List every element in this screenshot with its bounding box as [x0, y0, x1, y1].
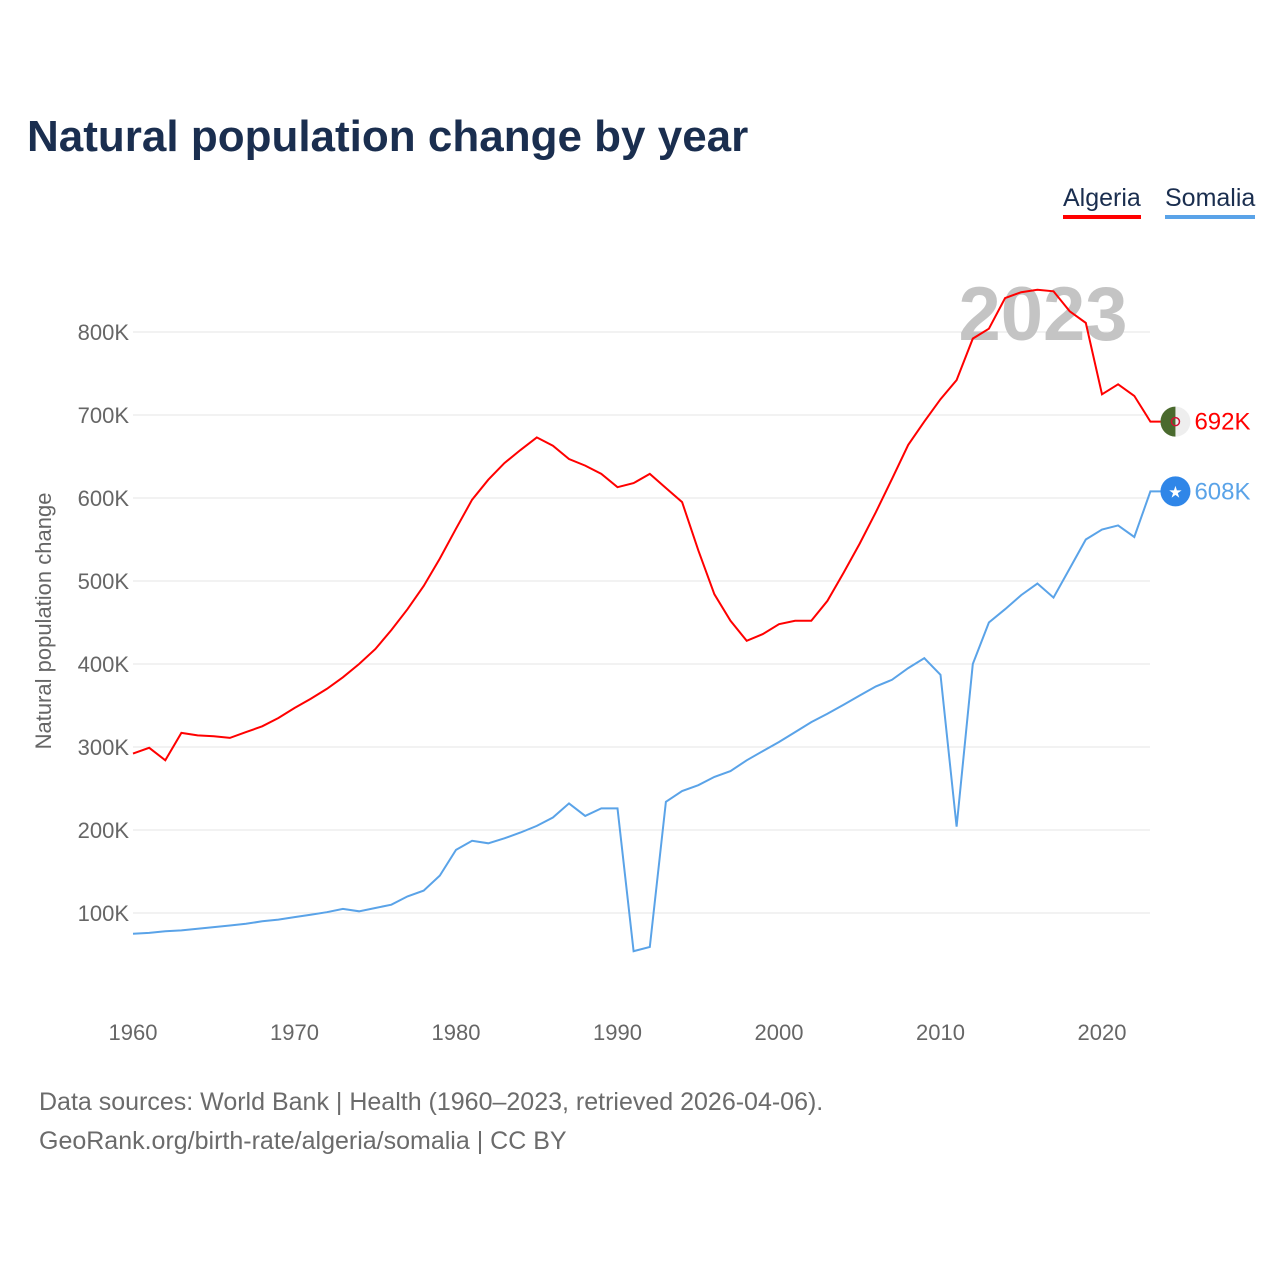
- y-tick-label: 100K: [78, 901, 130, 926]
- svg-text:★: ★: [1168, 484, 1182, 501]
- y-tick-label: 700K: [78, 403, 130, 428]
- x-tick-label: 2010: [916, 1020, 965, 1045]
- end-value-label: 608K: [1194, 478, 1250, 505]
- y-tick-label: 800K: [78, 320, 130, 345]
- x-tick-label: 2020: [1078, 1020, 1127, 1045]
- somalia-flag-icon: ★: [1160, 476, 1191, 507]
- y-tick-label: 300K: [78, 735, 130, 760]
- x-tick-label: 2000: [755, 1020, 804, 1045]
- footer-attribution: GeoRank.org/birth-rate/algeria/somalia |…: [39, 1127, 567, 1155]
- y-tick-label: 500K: [78, 569, 130, 594]
- series-line-algeria: [132, 288, 1176, 762]
- y-tick-label: 600K: [78, 486, 130, 511]
- algeria-flag-icon: [1160, 406, 1191, 437]
- x-tick-label: 1960: [109, 1020, 158, 1045]
- footer-sources: Data sources: World Bank | Health (1960–…: [39, 1088, 824, 1116]
- x-tick-label: 1980: [432, 1020, 481, 1045]
- legend-algeria[interactable]: Algeria: [1063, 184, 1141, 219]
- y-tick-label: 200K: [78, 818, 130, 843]
- y-tick-label: 400K: [78, 652, 130, 677]
- x-tick-label: 1970: [270, 1020, 319, 1045]
- chart-title: Natural population change by year: [27, 112, 749, 161]
- y-axis-label: Natural population change: [31, 493, 56, 750]
- x-tick-label: 1990: [593, 1020, 642, 1045]
- series-line-somalia: [132, 490, 1176, 953]
- legend-somalia[interactable]: Somalia: [1165, 184, 1256, 219]
- year-watermark: 2023: [958, 272, 1127, 357]
- end-value-label: 692K: [1194, 409, 1250, 436]
